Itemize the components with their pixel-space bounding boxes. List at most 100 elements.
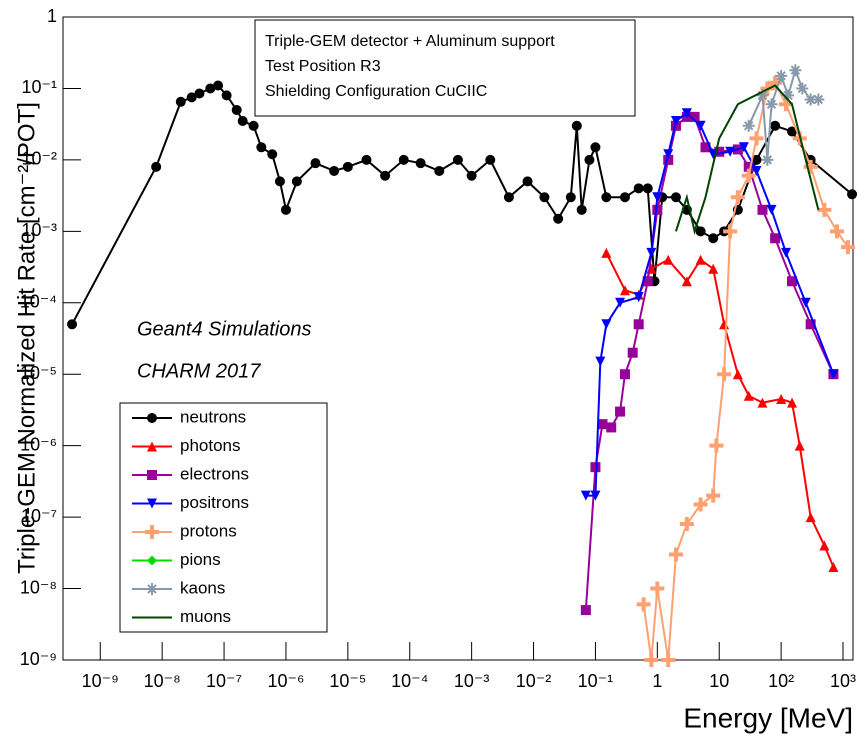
x-tick-label: 10⁻⁴ [391,671,428,691]
data-point [615,297,626,308]
data-point [787,126,798,137]
legend-marker [147,413,157,423]
data-point [695,254,706,265]
data-point [789,64,802,77]
data-point [576,204,587,215]
data-point [757,204,768,215]
data-point [796,82,809,95]
data-point [652,204,663,215]
y-tick-label: 10⁻⁹ [20,649,57,669]
y-tick-label: 10⁻⁴ [20,292,57,312]
data-point [274,176,285,187]
data-point [732,369,743,380]
data-point [619,192,630,203]
data-point [779,97,794,112]
data-point [175,96,186,107]
data-point [709,438,724,453]
data-point [601,247,612,258]
y-tick-label: 10⁻² [21,149,57,169]
x-tick-label: 10⁻⁷ [206,671,242,691]
data-point [794,440,805,451]
data-point [695,120,706,131]
data-point [619,369,630,380]
data-point [248,120,259,131]
data-point [828,562,839,573]
data-point [663,254,674,265]
legend-label: electrons [180,464,249,483]
data-point [485,154,496,165]
data-point [652,192,663,203]
data-point [695,226,706,237]
data-point [267,149,278,160]
data-point [466,170,477,181]
x-tick-label: 10⁻² [516,671,552,691]
data-point [830,224,845,239]
data-point [708,263,719,274]
data-point [642,276,653,287]
data-point [67,319,78,330]
x-tick-label: 10⁻⁶ [267,671,304,691]
data-point [553,213,564,224]
data-point [828,369,839,380]
data-point [615,406,626,417]
y-tick-label: 10⁻⁸ [20,577,57,597]
data-point [743,161,754,172]
data-point [781,247,792,258]
legend-label: protons [180,521,237,540]
data-point [663,149,674,160]
x-tick-label: 10⁻⁹ [82,671,119,691]
x-tick-label: 10 [709,671,729,691]
data-point [706,488,721,503]
data-point [751,165,762,176]
data-point [636,597,651,612]
legend-marker [146,583,158,595]
data-point [205,83,216,94]
data-point [619,285,630,296]
legend-marker [147,498,157,509]
data-point [708,233,719,244]
data-point [633,183,644,194]
series-line [584,115,835,611]
x-tick-label: 10⁻⁵ [329,671,366,691]
data-point [650,581,665,596]
series-line [642,81,849,661]
data-point [761,153,774,166]
data-point [398,154,409,165]
y-tick-label: 10⁻⁵ [20,363,57,383]
data-point [434,165,445,176]
data-point [756,89,769,102]
data-point [539,192,550,203]
data-point [522,176,533,187]
data-point [213,80,224,91]
data-point [787,397,798,408]
x-tick-label: 10⁻¹ [578,671,614,691]
legend-label: muons [180,607,231,626]
data-point [668,547,683,562]
x-tick-label: 10⁻⁸ [144,671,181,691]
data-point [787,276,798,287]
data-point [342,161,353,172]
data-point [452,154,463,165]
data-point [681,108,692,119]
data-point [805,512,816,523]
data-point [221,90,232,101]
legend-label: neutrons [180,407,246,426]
series-line [585,111,835,497]
data-point [601,319,612,330]
data-point [723,224,738,239]
data-point [776,393,787,404]
data-point [670,192,681,203]
legend-label: photons [180,436,241,455]
data-point [730,190,745,205]
data-point [681,276,692,287]
data-point [719,319,730,330]
y-axis-title: Triple-GEM Normalized Hit Rate [cm⁻²/POT… [13,102,40,574]
data-point [380,170,391,181]
legend-label: pions [180,550,221,569]
legend-box [119,402,328,633]
data-point [237,116,248,127]
data-point [584,154,595,165]
data-point [661,653,676,667]
data-point [765,98,778,111]
